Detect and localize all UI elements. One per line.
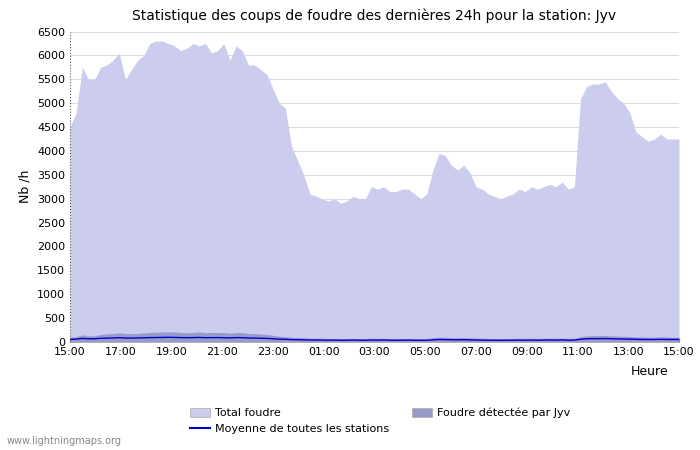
Y-axis label: Nb /h: Nb /h (18, 170, 32, 203)
Legend: Total foudre, Moyenne de toutes les stations, Foudre détectée par Jyv: Total foudre, Moyenne de toutes les stat… (186, 404, 575, 439)
Text: www.lightningmaps.org: www.lightningmaps.org (7, 436, 122, 446)
Title: Statistique des coups de foudre des dernières 24h pour la station: Jyv: Statistique des coups de foudre des dern… (132, 9, 617, 23)
Text: Heure: Heure (631, 365, 668, 378)
